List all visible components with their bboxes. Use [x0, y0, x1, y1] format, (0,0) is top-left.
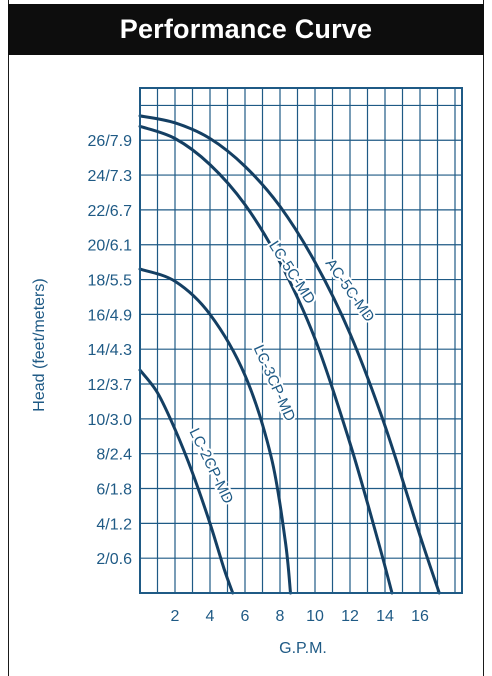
curve-ac-5c-md — [138, 114, 441, 595]
y-tick-label: 22/6.7 — [88, 203, 133, 220]
y-tick-label: 20/6.1 — [88, 238, 133, 255]
x-tick-label: 2 — [171, 608, 180, 625]
y-tick-label: 14/4.3 — [88, 342, 133, 359]
x-tick-label: 10 — [306, 608, 324, 625]
y-tick-label: 10/3.0 — [88, 412, 133, 429]
y-tick-label: 4/1.2 — [96, 516, 132, 533]
x-tick-label: 8 — [276, 608, 285, 625]
curve-label: LC-2CP-MD — [186, 426, 237, 507]
tick-labels: 2 4 6 8 10 12 14 16 2/0.6 4/1.2 6/1.8 8/2.4 10/3.0 12… — [88, 133, 429, 625]
curve-lc-2cp-md — [138, 368, 235, 595]
y-tick-label: 2/0.6 — [96, 551, 132, 568]
y-tick-label: 6/1.8 — [96, 482, 132, 499]
x-axis-label: G.P.M. — [279, 640, 327, 657]
curve-label: LC-5C-MD — [265, 238, 318, 308]
x-tick-label: 14 — [376, 608, 394, 625]
curve-lc-3cp-md — [138, 267, 292, 595]
y-tick-label: 8/2.4 — [96, 447, 132, 464]
y-tick-label: 18/5.5 — [88, 273, 133, 290]
curve-lc-5c-md — [138, 124, 394, 595]
x-tick-label: 6 — [241, 608, 250, 625]
x-tick-label: 16 — [411, 608, 429, 625]
y-tick-label: 24/7.3 — [88, 168, 133, 185]
plot-area — [139, 87, 463, 594]
y-tick-label: 12/3.7 — [88, 377, 133, 394]
y-tick-label: 26/7.9 — [88, 133, 133, 150]
y-tick-label: 16/4.9 — [88, 307, 133, 324]
chart-frame — [8, 0, 484, 676]
x-tick-label: 4 — [206, 608, 215, 625]
y-axis-label: Head (feet/meters) — [31, 278, 48, 411]
x-tick-label: 12 — [341, 608, 359, 625]
chart-title: Performance Curve — [8, 4, 484, 55]
